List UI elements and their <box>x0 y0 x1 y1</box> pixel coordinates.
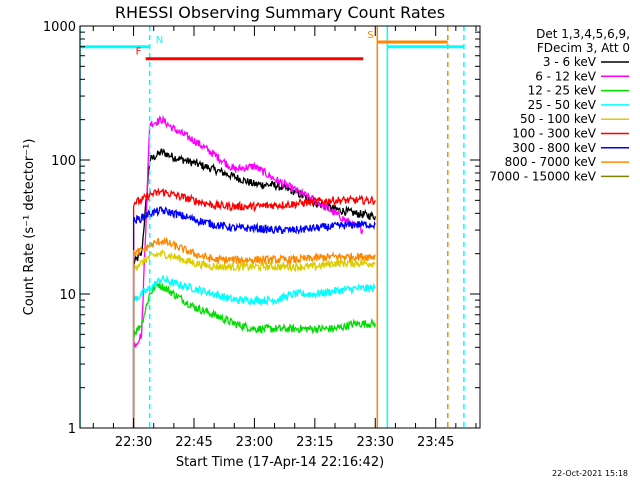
x-axis-label: Start Time (17-Apr-14 22:16:42) <box>176 455 384 470</box>
series-line-0 <box>132 148 376 428</box>
x-tick-label-2: 23:00 <box>236 435 273 450</box>
legend-label-2: 12 - 25 keV <box>528 84 597 98</box>
legend-header-line-2: FDecim 3, Att 0 <box>537 41 630 55</box>
series-line-6 <box>132 206 376 428</box>
legend-label-5: 100 - 300 keV <box>512 127 596 141</box>
y-tick-label-1: 10 <box>59 288 76 303</box>
series-line-5 <box>132 187 376 428</box>
legend-label-0: 3 - 6 keV <box>543 55 597 69</box>
y-tick-label-3: 1000 <box>43 20 76 35</box>
x-tick-label-4: 23:30 <box>357 435 394 450</box>
x-tick-label-0: 22:30 <box>115 435 152 450</box>
plot-frame <box>79 25 481 429</box>
generation-timestamp: 22-Oct-2021 15:18 <box>552 469 628 478</box>
series-line-1 <box>132 114 364 428</box>
legend-header-line-1: Det 1,3,4,5,6,9, <box>536 27 630 41</box>
x-tick-label-5: 23:45 <box>417 435 454 450</box>
legend-label-4: 50 - 100 keV <box>520 112 597 126</box>
chart-title: RHESSI Observing Summary Count Rates <box>115 3 445 22</box>
y-tick-label-0: 1 <box>68 422 76 437</box>
legend-label-6: 300 - 800 keV <box>512 141 596 155</box>
legend-label-3: 25 - 50 keV <box>528 98 597 112</box>
legend-label-1: 6 - 12 keV <box>535 69 597 83</box>
legend-label-7: 800 - 7000 keV <box>505 155 597 169</box>
legend: Det 1,3,4,5,6,9, FDecim 3, Att 0 3 - 6 k… <box>489 27 630 183</box>
y-axis-label: Count Rate (s⁻¹ detector⁻¹) <box>22 139 37 316</box>
flag-label-1: F <box>136 47 142 58</box>
x-tick-label-3: 23:15 <box>296 435 333 450</box>
series-line-3 <box>132 274 376 428</box>
series-line-7 <box>132 236 376 428</box>
flag-label-2: S <box>367 30 373 41</box>
x-tick-label-1: 22:45 <box>175 435 212 450</box>
legend-label-8: 7000 - 15000 keV <box>489 169 596 183</box>
flag-label-0: N <box>156 35 163 46</box>
y-tick-label-2: 100 <box>51 154 76 169</box>
series-line-4 <box>132 248 376 428</box>
series-line-2 <box>132 281 376 428</box>
